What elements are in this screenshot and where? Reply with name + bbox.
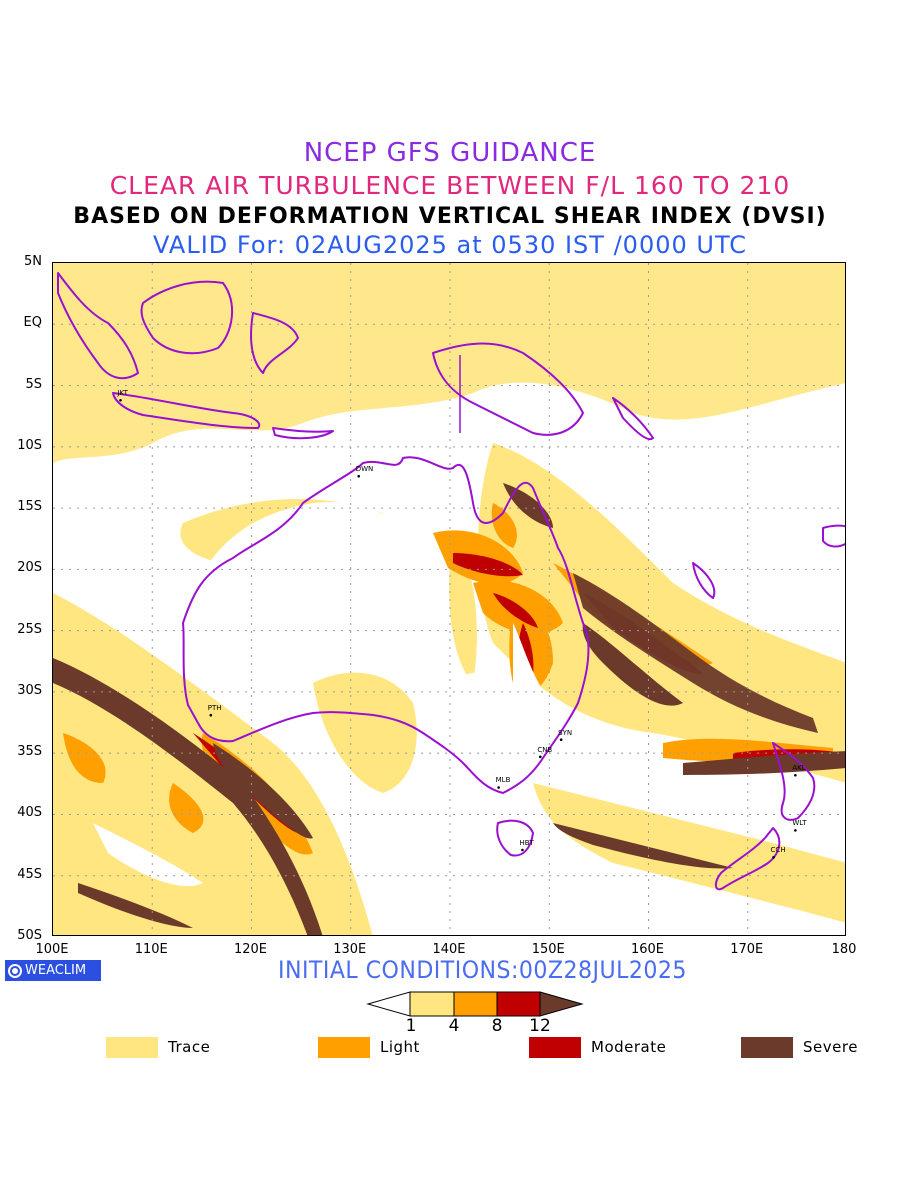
pacific-islands-coast-2 [692,562,716,599]
lat-label: 10S [17,437,42,453]
australia-coast [182,456,590,794]
city-label: SYN [558,728,573,737]
lon-label: 180 [831,942,857,957]
new-zealand-south-coast [715,827,781,891]
new-zealand-north-coast [772,742,816,821]
city-dot [497,786,500,789]
indonesia-coast-1 [57,272,139,380]
lon-label: 150E [531,942,565,957]
colorbar-moderate [496,991,541,1017]
city-label: PTH [207,704,222,713]
city-label: DWN [355,465,374,474]
tasmania-coast [496,819,534,857]
legend-light-label: Light [380,1038,420,1056]
city-label: WLT [792,819,807,828]
city-dot [209,713,213,717]
lat-label: 35S [17,744,42,760]
title-product: CLEAR AIR TURBULENCE BETWEEN F/L 160 TO … [109,171,791,200]
lon-label: 140E [432,942,466,957]
city-dot [357,474,360,478]
severe-regions [53,483,845,935]
legend-moderate-label: Moderate [591,1038,667,1056]
lat-label: 30S [17,682,42,698]
map-grid [53,263,845,935]
lat-label: 5S [25,376,42,392]
city-label: HBT [519,838,534,847]
legend-light-swatch [318,1036,370,1058]
legend-severe-label: Severe [803,1038,858,1056]
colorbar-severe-triangle [539,991,584,1017]
turbulence-fields [53,263,845,935]
circle-logo-icon [8,963,22,978]
lon-label: 110E [134,942,168,957]
lat-label: 15S [17,499,42,515]
title-model: NCEP GFS GUIDANCE [303,138,597,168]
colorbar-tick-4: 4 [448,1016,460,1036]
lat-label: 40S [17,805,42,821]
new-guinea-coast [432,342,584,436]
colorbar-tick-12: 12 [529,1016,551,1036]
legend-moderate-swatch [529,1036,581,1058]
city-dot [539,755,542,759]
lat-label: 5N [24,254,42,269]
sulawesi-coast [250,312,299,374]
city-dot [794,773,797,777]
city-label: MLB [495,776,511,785]
pacific-islands-coast [612,397,654,441]
city-dot [794,829,797,832]
city-label: CCH [770,846,786,855]
lon-label: 160E [630,942,665,957]
coastlines [57,272,845,891]
title-valid-time: VALID For: 02AUG2025 at 0530 IST /0000 U… [153,231,747,259]
legend-trace: Trace [106,1036,210,1058]
lat-label: EQ [23,315,42,331]
pacific-islands-coast-3 [822,524,845,548]
turbulence-map [52,262,846,936]
brand-label: WEACLIM [25,963,87,978]
city-dot [559,738,563,742]
lat-label: 20S [17,560,42,576]
city-dot [521,848,524,852]
colorbar-trace [409,991,455,1017]
lat-label: 45S [17,866,42,882]
legend-trace-swatch [106,1036,158,1058]
colorbar-min-triangle [366,991,411,1017]
lat-label: 50S [17,928,42,943]
legend-severe-swatch [741,1036,793,1058]
city-label: CNB [537,745,553,754]
lon-label: 170E [730,942,764,957]
lon-label: 130E [333,942,367,957]
city-dot [119,398,122,402]
colorbar [366,991,584,1017]
legend-severe: Severe [741,1036,858,1058]
initial-conditions: INITIAL CONDITIONS:00Z28JUL2025 [278,956,687,984]
map-canvas [53,263,845,935]
legend-moderate: Moderate [529,1036,666,1058]
islands-coast [272,427,334,440]
lon-label: 100E [35,942,69,957]
clear-regions [93,502,553,887]
city-label: JKT [117,389,128,398]
colorbar-light [453,991,498,1017]
brand-badge: WEACLIM [5,960,101,981]
indonesia-coast-2 [112,392,261,429]
borneo-coast [140,280,234,355]
colorbar-tick-8: 8 [491,1016,503,1036]
colorbar-tick-1: 1 [405,1016,417,1036]
lat-label: 25S [17,621,42,637]
city-dot [772,856,775,859]
title-method: BASED ON DEFORMATION VERTICAL SHEAR INDE… [73,204,827,229]
legend-light: Light [318,1036,420,1058]
lon-label: 120E [233,942,268,957]
city-label: AKL [792,764,806,773]
legend-trace-label: Trace [168,1038,211,1056]
city-markers [119,398,797,859]
